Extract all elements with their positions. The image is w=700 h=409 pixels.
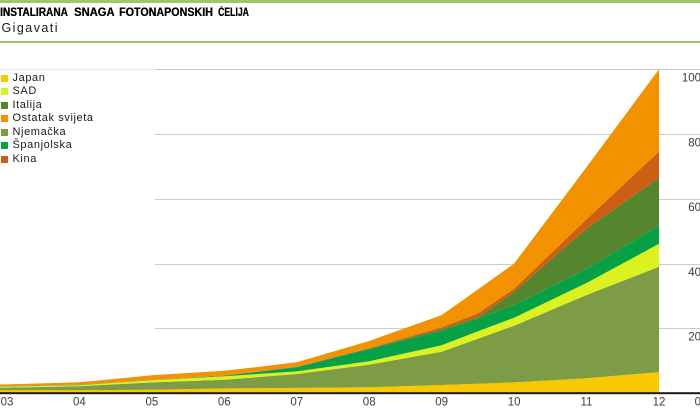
svg-text:0: 0 — [695, 397, 700, 409]
svg-text:04: 04 — [73, 397, 86, 409]
svg-text:05: 05 — [146, 397, 159, 409]
svg-text:11: 11 — [581, 397, 593, 409]
svg-text:09: 09 — [435, 397, 448, 409]
svg-text:12: 12 — [653, 397, 666, 409]
svg-text:20: 20 — [688, 332, 700, 344]
svg-text:06: 06 — [218, 397, 231, 409]
svg-text:40: 40 — [688, 267, 700, 279]
svg-text:100: 100 — [682, 73, 700, 85]
svg-text:07: 07 — [290, 397, 303, 409]
svg-text:10: 10 — [508, 397, 521, 409]
svg-text:60: 60 — [688, 202, 700, 214]
svg-text:03: 03 — [1, 397, 14, 409]
svg-text:80: 80 — [688, 138, 700, 150]
svg-text:08: 08 — [363, 397, 376, 409]
